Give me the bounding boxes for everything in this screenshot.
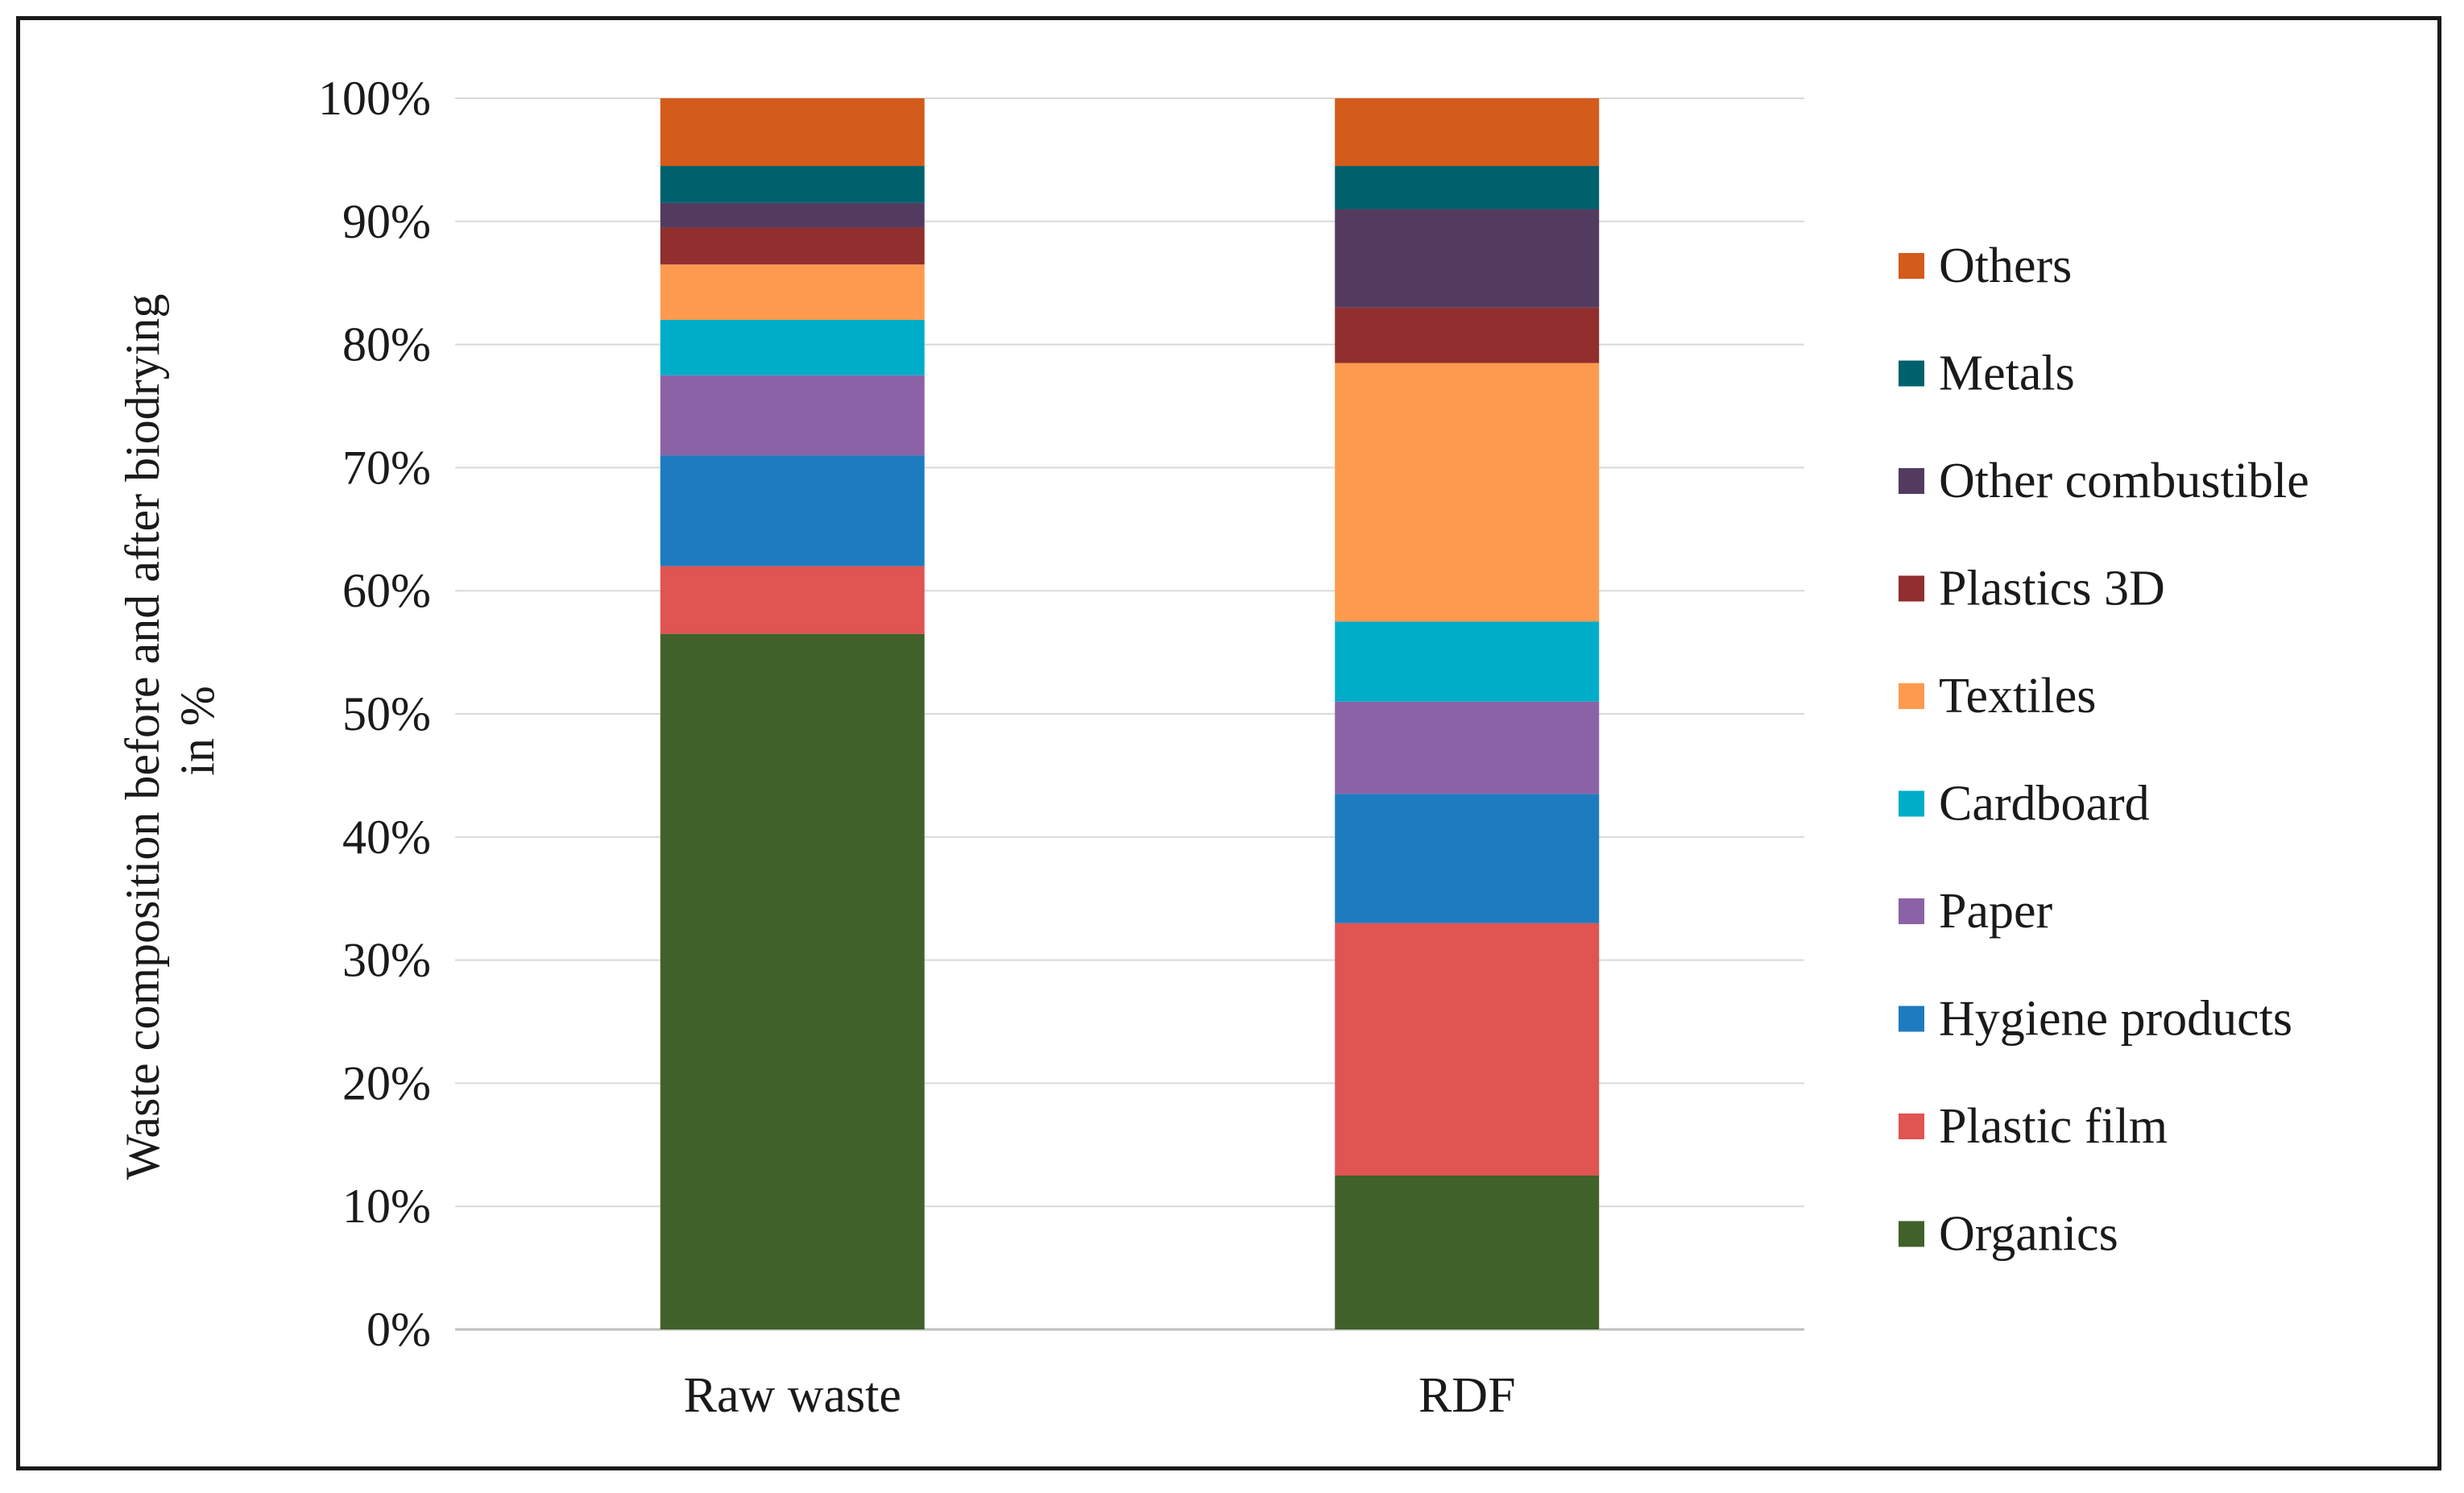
legend-swatch	[1899, 360, 1924, 387]
bar-segment-metals	[660, 166, 925, 203]
bar-segment-metals	[1335, 166, 1600, 209]
bar-segment-organics	[1335, 1176, 1600, 1329]
bar-segment-plastics-3d	[1335, 307, 1600, 363]
legend-swatch	[1899, 468, 1924, 494]
bar-segment-cardboard	[660, 320, 925, 375]
legend: Others Metals Other combustible Plastics 3D…	[1899, 238, 2309, 1262]
y-tick-label: 20%	[342, 1056, 431, 1109]
bar-segment-textiles	[1335, 363, 1600, 622]
legend-label: Plastic film	[1939, 1099, 2168, 1154]
x-category-label: RDF	[1418, 1368, 1516, 1423]
bar-segment-others	[1335, 98, 1600, 167]
legend-label: Paper	[1939, 884, 2053, 939]
y-tick-label: 60%	[342, 564, 431, 617]
bar-segment-plastics-3d	[660, 227, 925, 265]
legend-swatch	[1899, 1114, 1924, 1139]
y-axis-title-line-1: Waste composition before and after biodr…	[116, 294, 169, 1180]
bar-segment-hygiene-products	[660, 455, 925, 566]
bar-segment-hygiene-products	[1335, 794, 1600, 923]
legend-label: Others	[1939, 238, 2072, 293]
x-category-label: Raw waste	[684, 1368, 901, 1423]
gridlines	[455, 97, 1804, 1331]
bar-segment-plastic-film	[660, 566, 925, 634]
bar-segment-others	[660, 98, 925, 167]
bar-segment-other-combustible	[1335, 209, 1600, 308]
legend-swatch	[1899, 575, 1924, 602]
y-tick-label: 70%	[342, 441, 431, 494]
legend-swatch	[1899, 1006, 1924, 1032]
bar-segment-other-combustible	[660, 202, 925, 228]
y-tick-label: 10%	[342, 1180, 431, 1233]
legend-label: Other combustible	[1939, 454, 2309, 508]
bar-segment-cardboard	[1335, 621, 1600, 702]
bar-segment-paper	[1335, 701, 1600, 794]
y-tick-label: 50%	[342, 687, 431, 740]
legend-label: Cardboard	[1939, 777, 2150, 832]
legend-swatch	[1899, 683, 1924, 709]
y-tick-label: 90%	[342, 195, 431, 248]
y-tick-label: 30%	[342, 934, 431, 987]
chart-frame: 0% 10% 20% 30% 40% 50% 60% 70% 80% 90% 100% Raw was…	[16, 16, 2441, 1470]
legend-swatch	[1899, 253, 1924, 279]
y-tick-label: 80%	[342, 318, 431, 371]
y-tick-label: 100%	[318, 72, 431, 125]
legend-label: Hygiene products	[1939, 992, 2292, 1047]
axes: 0% 10% 20% 30% 40% 50% 60% 70% 80% 90% 100% Raw was…	[318, 72, 1516, 1423]
bar-segment-paper	[660, 375, 925, 456]
legend-swatch	[1899, 1221, 1924, 1247]
legend-label: Metals	[1939, 346, 2075, 401]
legend-label: Organics	[1939, 1207, 2118, 1262]
y-axis-title-line-2: in %	[171, 686, 224, 776]
bar-segment-textiles	[660, 264, 925, 321]
y-tick-label: 0%	[366, 1303, 431, 1356]
bars	[660, 98, 1600, 1329]
y-axis-title: Waste composition before and after biodr…	[116, 282, 224, 1180]
legend-label: Plastics 3D	[1939, 562, 2165, 616]
bar-segment-organics	[660, 633, 925, 1329]
legend-label: Textiles	[1939, 669, 2096, 724]
bar-segment-plastic-film	[1335, 923, 1600, 1176]
legend-swatch	[1899, 898, 1924, 924]
legend-swatch	[1899, 790, 1924, 817]
stacked-bar-chart: 0% 10% 20% 30% 40% 50% 60% 70% 80% 90% 100% Raw was…	[116, 72, 2309, 1423]
y-tick-label: 40%	[342, 811, 431, 864]
